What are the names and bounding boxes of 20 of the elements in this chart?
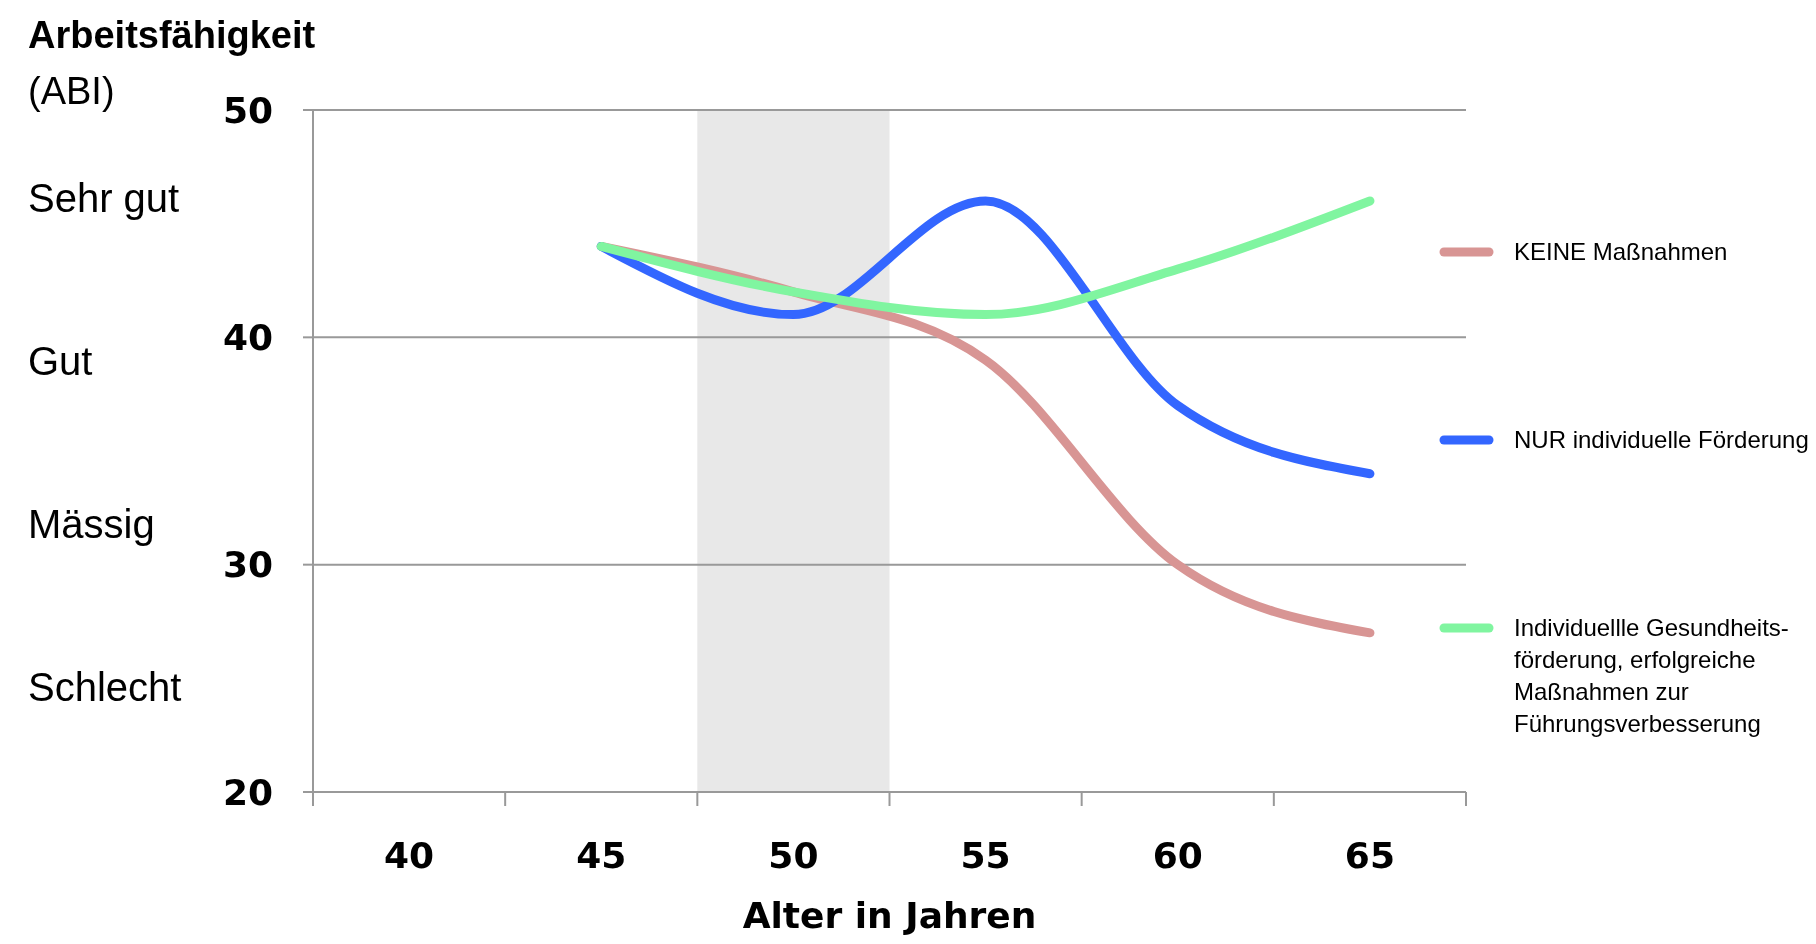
x-tick-label: 50 [768,835,819,876]
x-tick-label: 60 [1152,835,1203,876]
text: Schlecht [28,665,182,709]
text: Gut [28,339,93,383]
text: Sehr gut [28,176,180,220]
legend-label: NUR individuelle Förderung [1514,426,1809,454]
x-tick-label: 55 [960,835,1011,876]
legend-label: KEINE Maßnahmen [1514,238,1728,266]
y-tick-label: 50 [222,89,273,131]
y-tick-label: 30 [222,544,273,586]
legend-label: Individuellle Gesundheits-förderung, erfolgreiche Maßnahmen zur Führungsverbesserung [1514,614,1789,738]
chart-subtitle: (ABI) [28,70,115,112]
x-tick-label: 45 [576,835,627,876]
x-tick-label: 65 [1344,835,1395,876]
chart-title: Arbeitsfähigkeit [28,14,316,56]
y-tick-label: 40 [222,316,273,358]
x-tick-label: 40 [384,835,435,876]
text: Mässig [28,502,155,546]
x-axis-title: Alter in Jahren [742,895,1037,936]
y-tick-label: 20 [222,771,273,813]
